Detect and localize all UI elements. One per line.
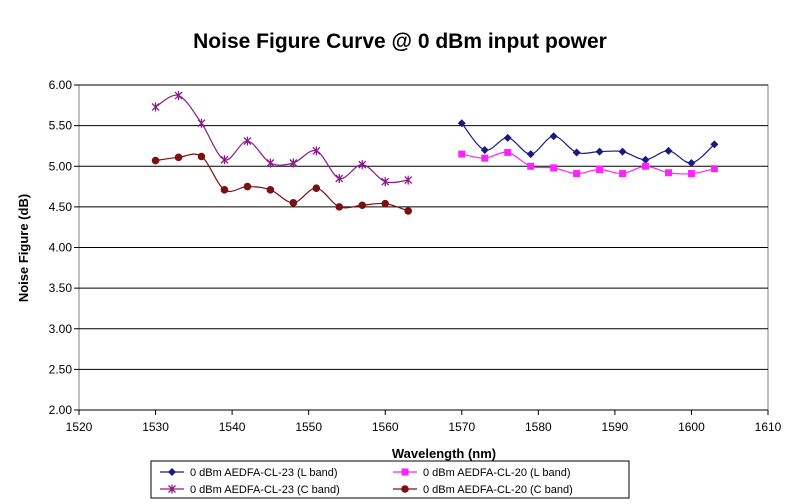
y-tick-label: 5.00: [49, 159, 73, 173]
data-point: [687, 159, 696, 167]
data-point: [335, 173, 344, 183]
legend-label: 0 dBm AEDFA-CL-23 (L band): [190, 467, 338, 479]
series-4: [151, 152, 412, 215]
data-point: [174, 153, 183, 162]
legend: [150, 460, 630, 499]
y-axis-title: Noise Figure (dB): [16, 194, 31, 302]
legend-item: 0 dBm AEDFA-CL-20 (L band): [393, 467, 571, 479]
data-point: [220, 155, 229, 165]
data-point: [266, 158, 275, 168]
y-tick-label: 2.00: [49, 403, 73, 417]
x-tick-label: 1580: [525, 420, 552, 434]
legend-item: 0 dBm AEDFA-CL-23 (C band): [160, 484, 340, 496]
x-tick-label: 1570: [448, 420, 475, 434]
data-point: [335, 203, 344, 211]
data-point: [312, 184, 321, 192]
series-2: [458, 148, 718, 178]
data-point: [220, 186, 229, 194]
x-tick-label: 1520: [66, 420, 93, 434]
data-point: [289, 199, 298, 207]
data-point: [549, 132, 558, 141]
data-point: [458, 150, 466, 158]
legend-label: 0 dBm AEDFA-CL-20 (C band): [423, 484, 573, 496]
data-point: [573, 170, 581, 178]
data-point: [526, 150, 535, 159]
data-point: [596, 166, 604, 173]
data-point: [404, 175, 413, 185]
legend-marker: [168, 468, 176, 476]
data-point: [710, 140, 719, 149]
data-point: [572, 148, 581, 157]
data-point: [618, 147, 627, 156]
data-point: [527, 162, 535, 170]
data-point: [151, 156, 160, 165]
data-point: [266, 186, 275, 194]
legend-marker: [168, 484, 176, 494]
y-tick-label: 2.50: [49, 362, 73, 376]
data-point: [404, 207, 412, 215]
x-tick-label: 1610: [755, 420, 782, 434]
x-tick-label: 1540: [219, 420, 246, 434]
data-point: [687, 170, 695, 178]
x-axis-title: Wavelength (nm): [392, 446, 496, 461]
chart-title: Noise Figure Curve @ 0 dBm input power: [193, 30, 607, 53]
data-point: [642, 162, 650, 170]
data-point: [243, 136, 252, 146]
legend-label: 0 dBm AEDFA-CL-20 (L band): [423, 467, 571, 479]
data-point: [664, 169, 672, 177]
series-3: [151, 91, 413, 187]
legend-label: 0 dBm AEDFA-CL-23 (C band): [190, 484, 340, 496]
y-tick-label: 4.50: [49, 200, 73, 214]
data-point: [503, 133, 512, 142]
data-point: [289, 158, 298, 168]
data-point: [197, 152, 206, 161]
data-point: [481, 154, 489, 162]
data-point: [550, 164, 558, 172]
legend-item: 0 dBm AEDFA-CL-20 (C band): [393, 484, 573, 496]
x-tick-label: 1550: [295, 420, 322, 434]
data-point: [710, 165, 718, 173]
data-point: [457, 119, 466, 128]
y-tick-label: 6.00: [49, 78, 73, 92]
data-point: [381, 199, 390, 208]
data-point: [504, 148, 512, 156]
data-point: [641, 155, 650, 164]
axes: 2.00 2.50 3.00 3.50 4.00 4.50 5.00 5.50 6.00 1520…: [49, 78, 782, 434]
gridlines: [79, 84, 768, 411]
y-tick-label: 3.00: [49, 322, 73, 336]
legend-item: 0 dBm AEDFA-CL-23 (L band): [160, 467, 338, 479]
legend-marker: [401, 468, 409, 476]
data-point: [197, 118, 206, 128]
data-point: [358, 201, 367, 210]
data-point: [664, 146, 673, 155]
x-tick-label: 1530: [142, 420, 169, 434]
series-1: [457, 119, 719, 167]
data-point: [151, 102, 160, 112]
y-tick-label: 5.50: [49, 119, 73, 133]
x-tick-label: 1600: [678, 420, 705, 434]
x-tick-label: 1590: [602, 420, 629, 434]
data-point: [358, 160, 367, 170]
data-point: [619, 170, 627, 178]
data-point: [381, 177, 390, 187]
y-tick-label: 3.50: [49, 281, 73, 295]
data-point: [480, 146, 489, 154]
y-tick-label: 4.00: [49, 241, 73, 255]
legend-marker: [401, 485, 409, 493]
legend-entries: 0 dBm AEDFA-CL-23 (L band) 0 dBm AEDFA-CL…: [160, 467, 573, 496]
data-point: [174, 91, 183, 101]
data-point: [312, 146, 321, 156]
series-layer: [151, 91, 719, 215]
data-point: [243, 182, 252, 191]
x-tick-label: 1560: [372, 420, 399, 434]
data-point: [595, 147, 604, 156]
